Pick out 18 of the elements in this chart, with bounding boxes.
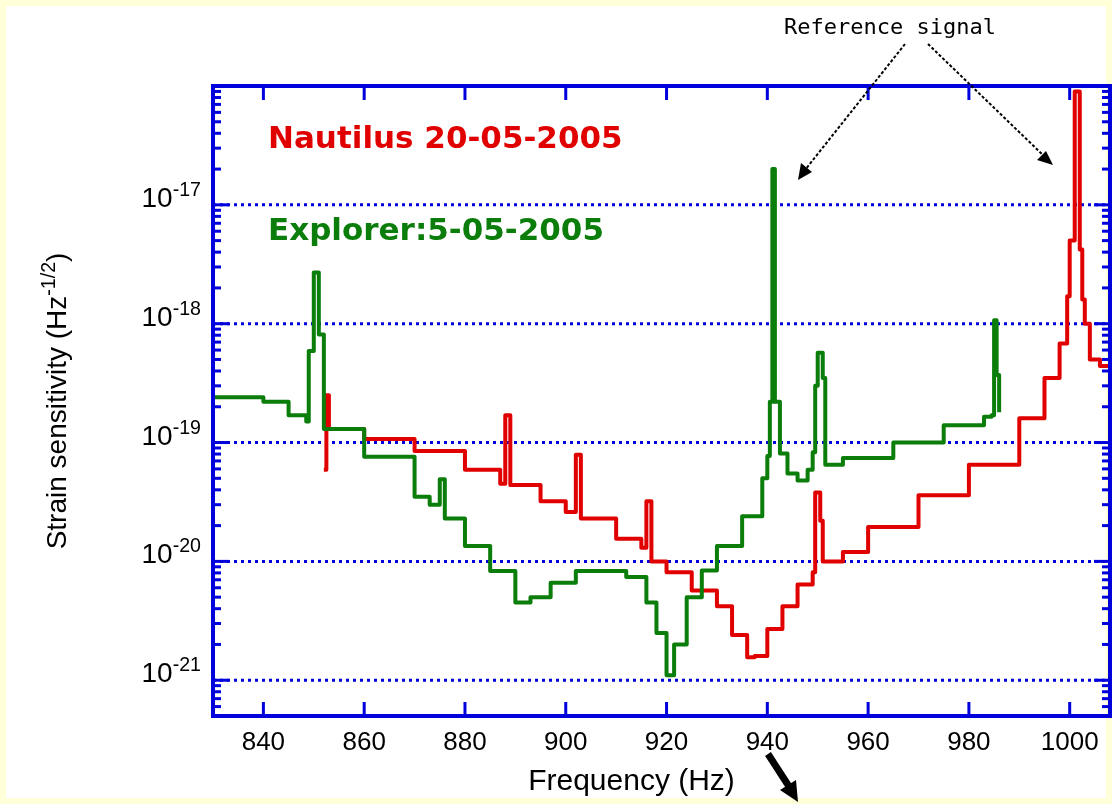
x-tick-label: 980 (947, 726, 991, 756)
x-tick-label: 880 (443, 726, 487, 756)
y-tick-label: 10$^{-17}$ (141, 177, 201, 213)
y-tick-label: 10$^{-18}$ (141, 296, 202, 332)
y-tick-label: 10$^{-21}$ (141, 653, 201, 689)
text: Nautilus 20-05-2005 (268, 119, 623, 155)
x-tick-label: 940 (745, 726, 790, 756)
x-tick-label: 900 (544, 726, 588, 756)
y-tick-label: 10$^{-20}$ (141, 534, 202, 570)
x-tick-label: 840 (241, 726, 286, 756)
x-tick-label: 1000 (1040, 726, 1099, 756)
x-tick-label: 960 (846, 726, 890, 756)
x-axis-title: Frequency (Hz) (528, 763, 735, 796)
x-tick-label: 860 (342, 726, 386, 756)
series-label: Explorer:5-05-2005 (268, 211, 605, 247)
text: Reference signal (784, 14, 996, 39)
x-tick-label: 920 (644, 726, 689, 756)
y-tick-label: 10$^{-19}$ (141, 415, 201, 451)
